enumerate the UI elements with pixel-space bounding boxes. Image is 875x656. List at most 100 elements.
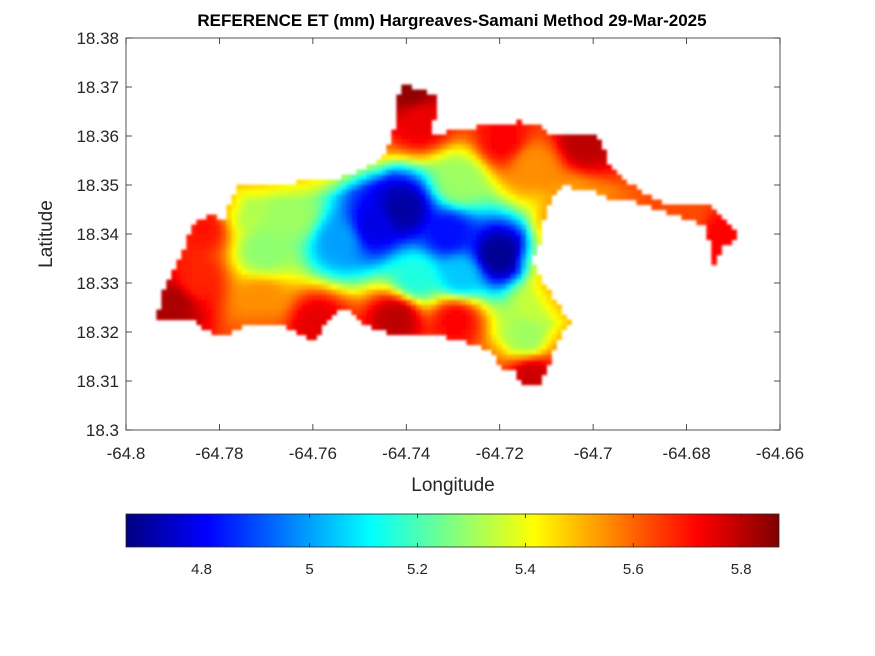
et-cell bbox=[196, 269, 202, 276]
et-cell bbox=[566, 179, 572, 186]
et-cell bbox=[516, 159, 522, 166]
et-cell bbox=[216, 304, 222, 311]
et-cell bbox=[481, 179, 487, 186]
et-cell bbox=[616, 184, 622, 191]
et-cell bbox=[461, 159, 467, 166]
et-cell bbox=[406, 179, 412, 186]
et-cell bbox=[261, 239, 267, 246]
et-cell bbox=[231, 299, 237, 306]
et-cell bbox=[431, 184, 437, 191]
et-cell bbox=[446, 129, 452, 136]
et-cell bbox=[421, 179, 427, 186]
et-cell bbox=[471, 294, 477, 301]
x-axis-label: Longitude bbox=[411, 475, 494, 496]
et-cell bbox=[416, 249, 422, 256]
et-cell bbox=[376, 214, 382, 221]
et-cell bbox=[456, 204, 462, 211]
et-cell bbox=[366, 314, 372, 321]
et-cell bbox=[436, 324, 442, 331]
et-cell bbox=[591, 154, 597, 161]
et-cell bbox=[326, 234, 332, 241]
et-cell bbox=[211, 324, 217, 331]
et-cell bbox=[446, 159, 452, 166]
et-cell bbox=[416, 309, 422, 316]
et-cell bbox=[236, 324, 242, 331]
et-cell bbox=[556, 304, 562, 311]
et-cell bbox=[426, 299, 432, 306]
et-cell bbox=[516, 204, 522, 211]
et-cell bbox=[461, 304, 467, 311]
et-cell bbox=[486, 164, 492, 171]
et-cell bbox=[441, 139, 447, 146]
et-cell bbox=[476, 169, 482, 176]
et-cell bbox=[501, 334, 507, 341]
et-cell bbox=[351, 239, 357, 246]
et-cell bbox=[216, 239, 222, 246]
et-cell bbox=[486, 274, 492, 281]
et-cell bbox=[511, 189, 517, 196]
et-cell bbox=[401, 284, 407, 291]
et-cell bbox=[586, 154, 592, 161]
et-cell bbox=[446, 254, 452, 261]
et-cell bbox=[366, 269, 372, 276]
et-cell bbox=[491, 329, 497, 336]
et-cell bbox=[266, 194, 272, 201]
et-cell bbox=[486, 254, 492, 261]
et-cell bbox=[501, 234, 507, 241]
et-cell bbox=[466, 249, 472, 256]
et-cell bbox=[261, 299, 267, 306]
et-cell bbox=[721, 239, 727, 246]
et-cell bbox=[306, 289, 312, 296]
et-cell bbox=[366, 234, 372, 241]
et-cell bbox=[301, 209, 307, 216]
et-cell bbox=[426, 124, 432, 131]
et-cell bbox=[461, 254, 467, 261]
et-cell bbox=[226, 234, 232, 241]
et-cell bbox=[391, 264, 397, 271]
et-cell bbox=[186, 279, 192, 286]
et-cell bbox=[511, 214, 517, 221]
et-cell bbox=[556, 144, 562, 151]
et-cell bbox=[436, 164, 442, 171]
et-cell bbox=[486, 344, 492, 351]
et-cell bbox=[271, 204, 277, 211]
et-cell bbox=[586, 159, 592, 166]
et-cell bbox=[406, 319, 412, 326]
et-cell bbox=[496, 154, 502, 161]
et-cell bbox=[326, 204, 332, 211]
et-cell bbox=[171, 284, 177, 291]
et-cell bbox=[216, 319, 222, 326]
et-cell bbox=[301, 204, 307, 211]
et-cell bbox=[521, 304, 527, 311]
et-cell bbox=[486, 284, 492, 291]
et-cell bbox=[346, 249, 352, 256]
et-cell bbox=[471, 179, 477, 186]
et-cell bbox=[231, 199, 237, 206]
et-cell bbox=[286, 274, 292, 281]
et-cell bbox=[511, 269, 517, 276]
et-cell bbox=[501, 129, 507, 136]
et-cell bbox=[526, 334, 532, 341]
et-cell bbox=[181, 264, 187, 271]
et-cell bbox=[461, 144, 467, 151]
et-cell bbox=[521, 224, 527, 231]
et-cell bbox=[521, 254, 527, 261]
et-cell bbox=[476, 139, 482, 146]
et-cell bbox=[401, 89, 407, 96]
y-tick-label: 18.36 bbox=[76, 127, 119, 146]
et-cell bbox=[706, 234, 712, 241]
et-cell bbox=[266, 304, 272, 311]
et-cell bbox=[371, 184, 377, 191]
et-cell bbox=[451, 149, 457, 156]
et-cell bbox=[681, 209, 687, 216]
et-cell bbox=[511, 149, 517, 156]
et-cell bbox=[496, 324, 502, 331]
et-cell bbox=[271, 309, 277, 316]
et-cell bbox=[546, 144, 552, 151]
et-cell bbox=[536, 179, 542, 186]
et-cell bbox=[371, 224, 377, 231]
et-cell bbox=[421, 144, 427, 151]
et-cell bbox=[181, 254, 187, 261]
et-cell bbox=[226, 319, 232, 326]
et-cell bbox=[461, 209, 467, 216]
